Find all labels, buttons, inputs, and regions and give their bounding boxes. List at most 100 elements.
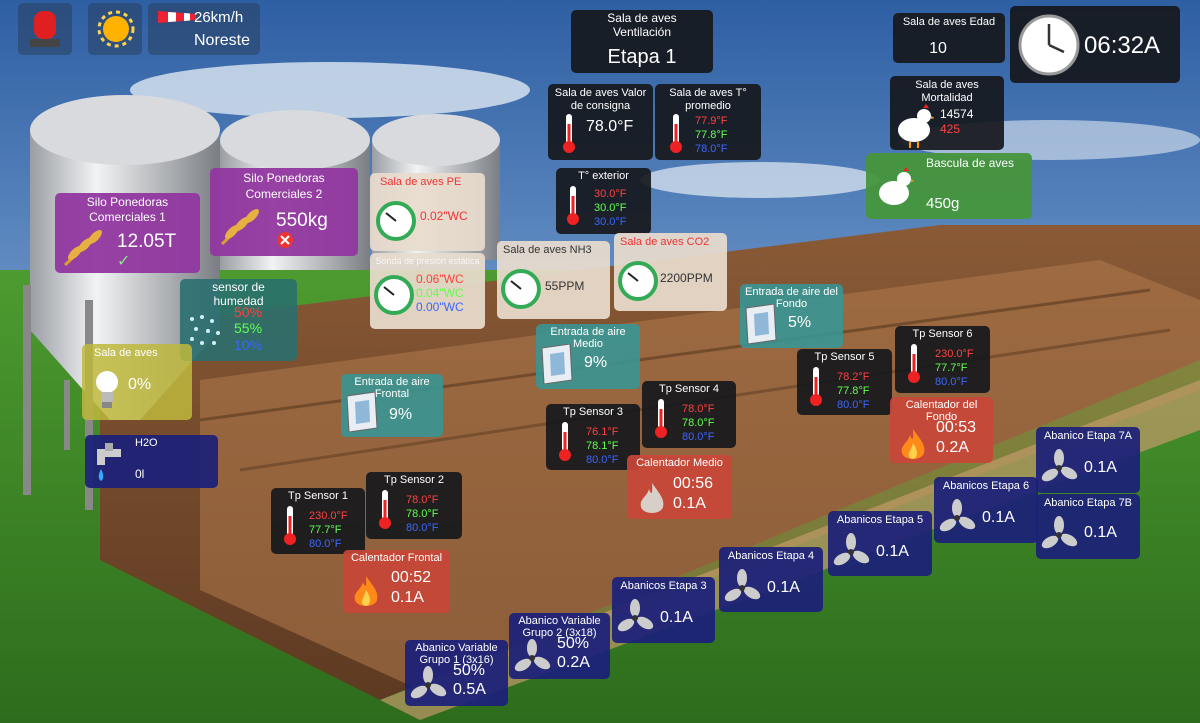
fan-stage-6-panel[interactable]: Abanicos Etapa 6 0.1A [934, 477, 1038, 543]
exterior-temp-current: 30.0°F [594, 202, 627, 214]
lighting-label: Sala de aves [94, 347, 158, 359]
sensor-3-label: Tp Sensor 3 [563, 406, 623, 418]
wind-direction: Noreste [194, 32, 251, 49]
heater-front-label: Calentador Frontal [350, 552, 443, 564]
fan-vg1-label-line2: Grupo 1 (3x16) [419, 654, 494, 666]
heater-mid-amps: 0.1A [673, 495, 706, 512]
sensor-4-label: Tp Sensor 4 [659, 383, 719, 395]
thermometer-icon [379, 490, 391, 529]
clock-panel[interactable]: 06:32A [1010, 6, 1180, 83]
gauge-icon [618, 261, 658, 301]
avg-temp-label-line2: promedio [685, 100, 731, 112]
alarm-button[interactable] [18, 3, 72, 55]
sensor-3-current: 78.1°F [586, 440, 619, 452]
humidity-label-line2: humedad [213, 294, 264, 308]
probe-value-1: 0.06"WC [416, 272, 464, 286]
fan-stage-4-label: Abanicos Etapa 4 [727, 550, 815, 562]
wind-panel[interactable]: 26km/h Noreste [148, 3, 260, 55]
fan-icon [939, 499, 976, 532]
inlet-mid-panel[interactable]: Entrada de aire Medio 9% [536, 324, 640, 389]
nh3-panel[interactable]: Sala de aves NH3 55PPM [497, 241, 610, 319]
heater-front-time: 00:52 [391, 569, 432, 586]
probe-value-2: 0.04"WC [416, 286, 464, 300]
sensor-5-current: 77.8°F [837, 385, 870, 397]
setpoint-value: 78.0°F [586, 118, 634, 135]
air-inlet-icon [346, 392, 378, 432]
sensor-5-label: Tp Sensor 5 [814, 351, 875, 363]
sensor-5-max: 78.2°F [837, 371, 870, 383]
fan-stage-7b-label: Abanico Etapa 7B [1043, 497, 1133, 509]
ok-check-icon: ✓ [117, 253, 131, 270]
fan-stage-7a-amps: 0.1A [1084, 459, 1117, 476]
inlet-front-panel[interactable]: Entrada de aire Frontal 9% [341, 374, 443, 437]
exterior-temp-panel[interactable]: T° exterior 30.0°F 30.0°F 30.0°F [556, 168, 651, 234]
avg-temp-label-line1: Sala de aves T° [669, 87, 747, 99]
air-inlet-icon [541, 344, 573, 384]
temp-sensor-5-panel[interactable]: Tp Sensor 5 78.2°F 77.8°F 80.0°F [797, 349, 892, 415]
water-panel[interactable]: H2O 0l [85, 435, 218, 488]
exterior-temp-min: 30.0°F [594, 216, 627, 228]
lighting-panel[interactable]: Sala de aves 0% [82, 344, 192, 420]
heater-front-panel[interactable]: Calentador Frontal 00:52 0.1A [343, 550, 450, 613]
mortality-panel[interactable]: Sala de aves Mortalidad 14574 425 [890, 76, 1004, 150]
age-panel[interactable]: Sala de aves Edad 10 [893, 13, 1005, 63]
fan-vg2-label-line1: Abanico Variable [518, 615, 601, 627]
sensor-1-min: 80.0°F [309, 538, 342, 550]
thermometer-icon [670, 114, 682, 153]
fan-stage-5-panel[interactable]: Abanicos Etapa 5 0.1A [828, 511, 932, 576]
silo-2-panel[interactable]: Silo Ponedoras Comerciales 2 550kg [210, 168, 358, 256]
setpoint-label-line1: Sala de aves Valor [554, 87, 647, 99]
nh3-value: 55PPM [545, 279, 585, 293]
thermometer-icon [567, 186, 579, 225]
heater-back-panel[interactable]: Calentador del Fondo 00:53 0.2A [890, 397, 993, 463]
humidity-panel[interactable]: sensor de humedad 50% 55% 10% [180, 279, 297, 361]
temp-sensor-2-panel[interactable]: Tp Sensor 2 78.0°F 78.0°F 80.0°F [366, 472, 462, 539]
mortality-total: 14574 [940, 107, 974, 121]
inlet-back-panel[interactable]: Entrada de aire del Fondo 5% [740, 284, 843, 348]
ventilation-stage-panel[interactable]: Sala de aves Ventilación Etapa 1 [571, 10, 713, 73]
fan-stage-4-panel[interactable]: Abanicos Etapa 4 0.1A [719, 547, 823, 612]
pressure-probe-panel[interactable]: Sonda de presión estática 0.06"WC 0.04"W… [370, 253, 485, 329]
fan-stage-7a-panel[interactable]: Abanico Etapa 7A 0.1A [1036, 427, 1140, 493]
temp-sensor-1-panel[interactable]: Tp Sensor 1 230.0°F 77.7°F 80.0°F [271, 488, 365, 554]
mortality-today: 425 [940, 122, 961, 136]
clock-icon [1018, 14, 1080, 76]
temp-sensor-3-panel[interactable]: Tp Sensor 3 76.1°F 78.1°F 80.0°F [546, 404, 640, 470]
temp-sensor-6-panel[interactable]: Tp Sensor 6 230.0°F 77.7°F 80.0°F [895, 326, 990, 393]
silo-1-label-line2: Comerciales 1 [89, 210, 166, 224]
silo-2-value: 550kg [276, 210, 328, 231]
setpoint-panel[interactable]: Sala de aves Valor de consigna 78.0°F [548, 84, 653, 160]
sensor-4-max: 78.0°F [682, 403, 715, 415]
avg-temp-panel[interactable]: Sala de aves T° promedio 77.9°F 77.8°F 7… [655, 84, 761, 160]
mortality-label-line1: Sala de aves [915, 79, 979, 91]
pressure-label: Sala de aves PE [380, 176, 462, 188]
fan-vg2-percent: 50% [557, 635, 590, 652]
fan-stage-7b-panel[interactable]: Abanico Etapa 7B 0.1A [1036, 494, 1140, 559]
co2-panel[interactable]: Sala de aves CO2 2200PPM [614, 233, 727, 311]
error-icon [277, 232, 293, 248]
inlet-back-label-line1: Entrada de aire del [745, 286, 838, 298]
sensor-6-min: 80.0°F [935, 376, 968, 388]
heater-mid-panel[interactable]: Calentador Medio 00:56 0.1A [627, 455, 732, 519]
heater-mid-label: Calentador Medio [636, 457, 723, 469]
fan-icon [514, 639, 551, 672]
bird-scale-panel[interactable]: Bascula de aves 450g [866, 153, 1032, 219]
weather-button[interactable] [88, 3, 142, 55]
fan-variable-group-2-panel[interactable]: Abanico Variable Grupo 2 (3x18) 50% 0.2A [509, 613, 610, 679]
humidity-max: 50% [234, 304, 263, 320]
silo-1-panel[interactable]: Silo Ponedoras Comerciales 1 12.05T ✓ [55, 193, 200, 273]
fan-stage-3-panel[interactable]: Abanicos Etapa 3 0.1A [612, 577, 715, 643]
gauge-icon [501, 269, 541, 309]
heater-back-label-line2: Fondo [925, 411, 958, 423]
fan-variable-group-1-panel[interactable]: Abanico Variable Grupo 1 (3x16) 50% 0.5A [405, 640, 508, 706]
fan-stage-7b-amps: 0.1A [1084, 524, 1117, 541]
sensor-6-current: 77.7°F [935, 362, 968, 374]
temp-sensor-4-panel[interactable]: Tp Sensor 4 78.0°F 78.0°F 80.0°F [642, 381, 736, 448]
fan-vg1-label-line1: Abanico Variable [415, 642, 498, 654]
wind-speed: 26km/h [194, 9, 244, 26]
static-pressure-panel[interactable]: Sala de aves PE 0.02"WC [370, 173, 485, 251]
fan-stage-5-amps: 0.1A [876, 543, 909, 560]
heater-back-amps: 0.2A [936, 439, 969, 456]
windsock-icon [158, 11, 196, 23]
inlet-mid-label-line1: Entrada de aire [550, 326, 626, 338]
